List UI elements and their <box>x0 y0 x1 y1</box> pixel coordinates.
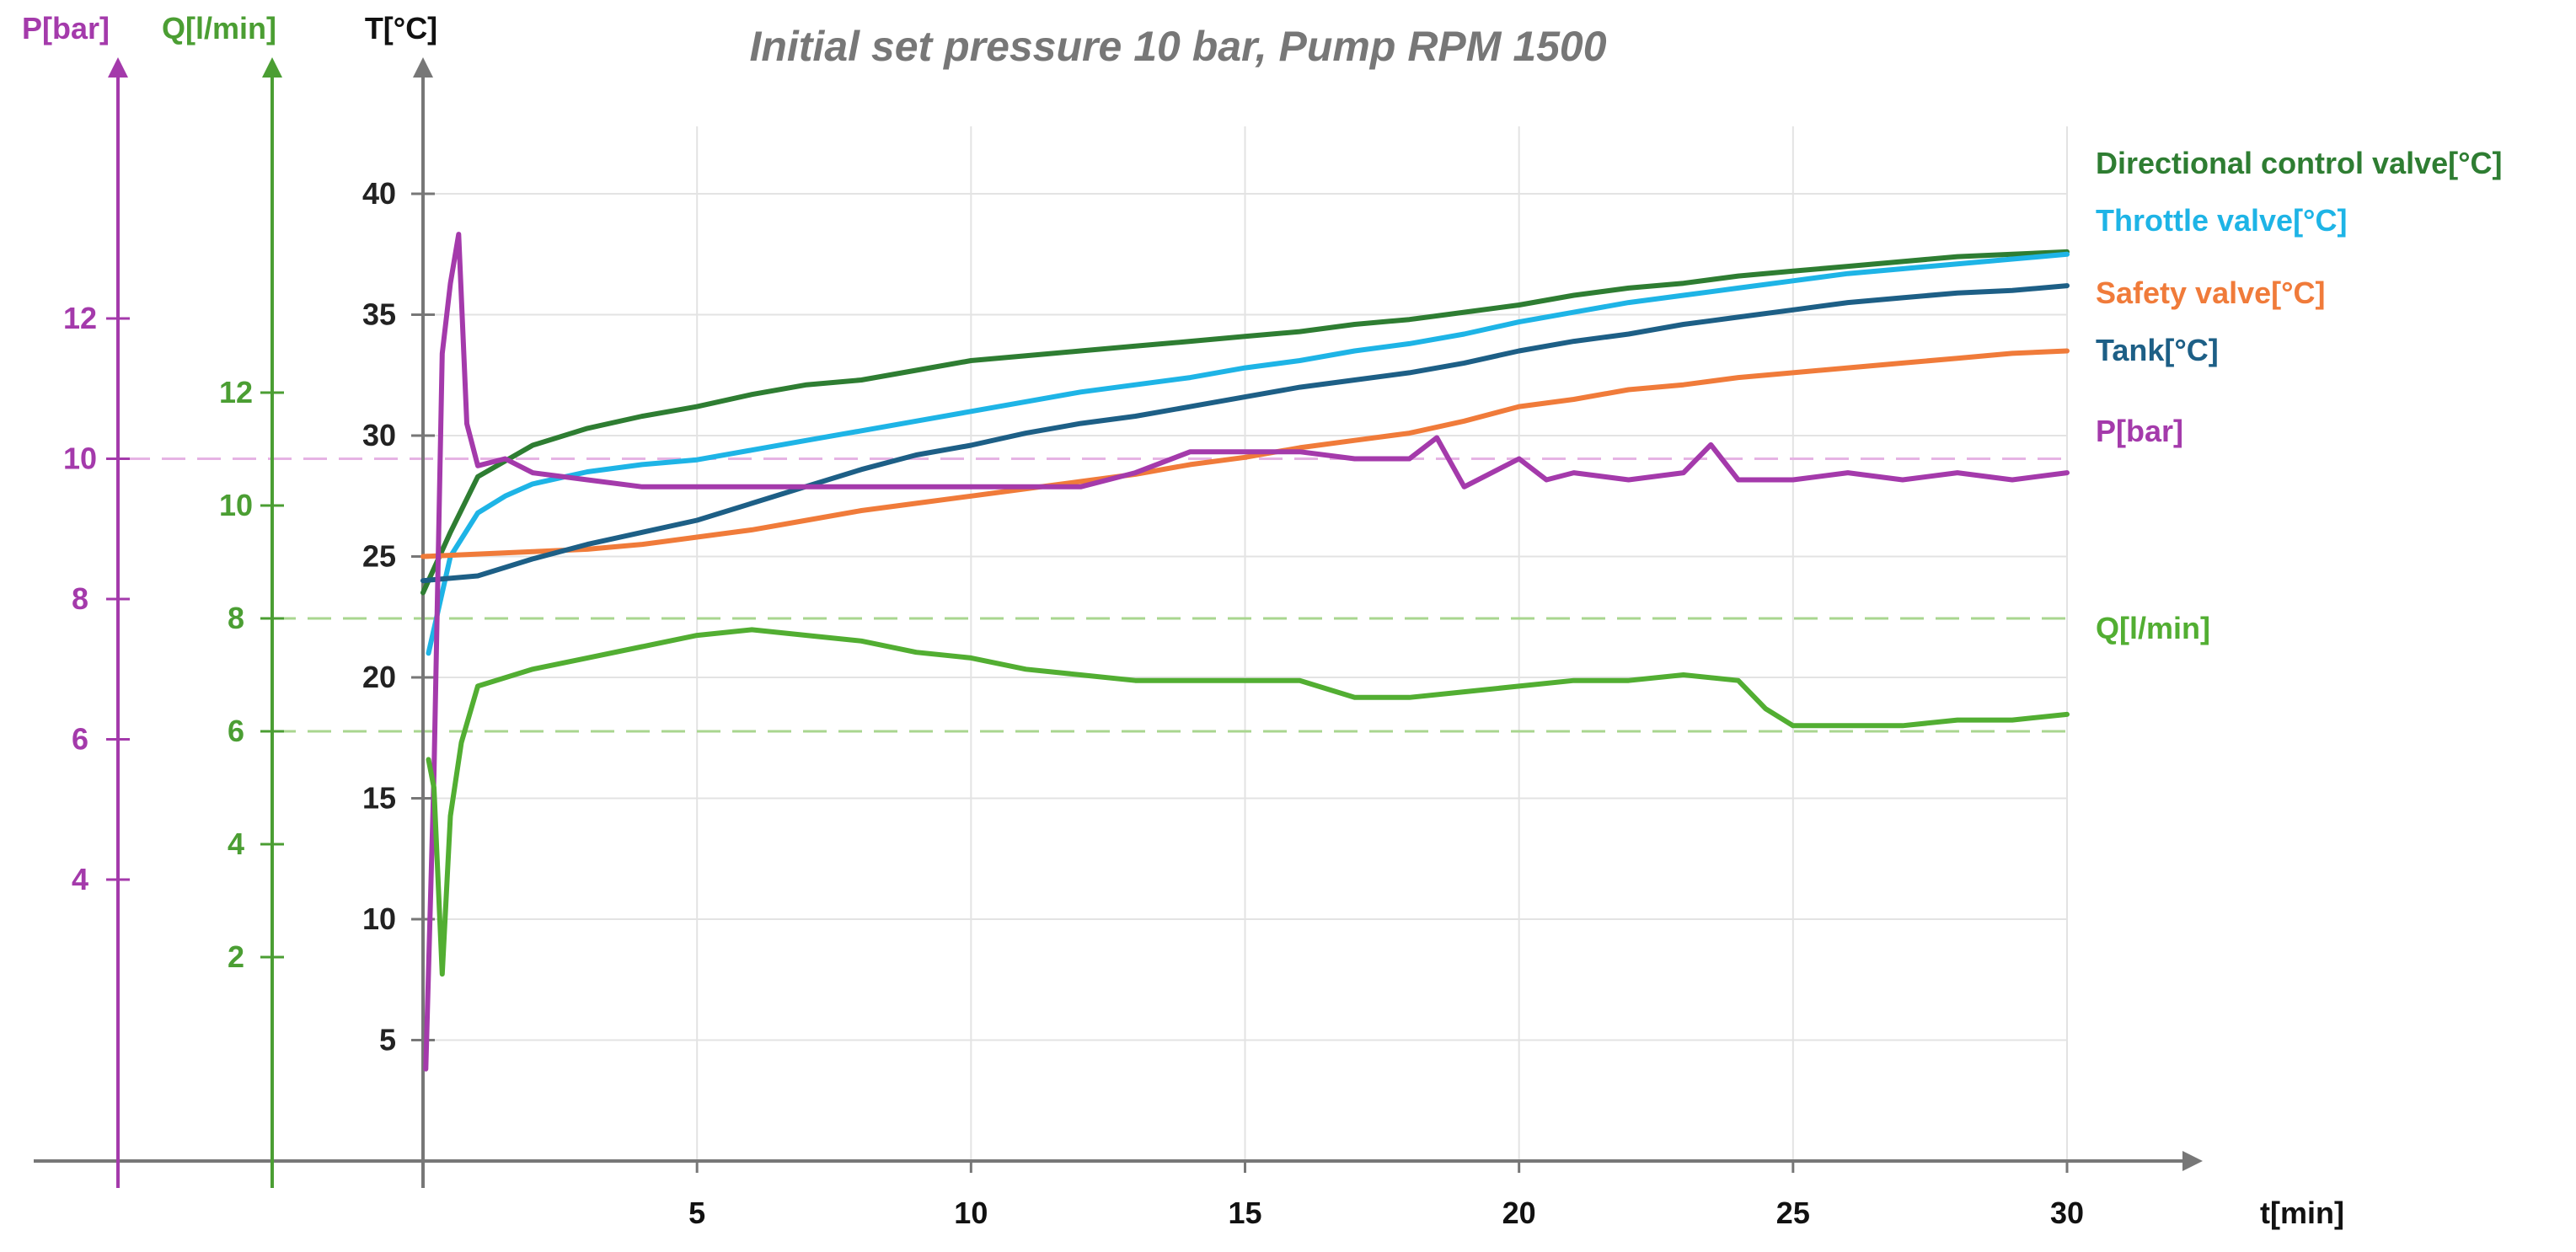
legend-entry-3: Tank[°C] <box>2096 333 2219 367</box>
q-tick-label-6: 6 <box>228 714 244 748</box>
p-tick-label-12: 12 <box>63 301 97 335</box>
grid <box>423 126 2068 1161</box>
x-tick-label-10: 10 <box>954 1196 988 1230</box>
p-tick-label-10: 10 <box>63 441 97 476</box>
legend-entry-1: Throttle valve[°C] <box>2096 203 2347 238</box>
p-tick-label-4: 4 <box>72 862 88 896</box>
q-tick-label-10: 10 <box>219 488 253 522</box>
t-tick-label-5: 5 <box>379 1023 396 1057</box>
series-line-5 <box>426 627 2070 977</box>
series-line-1 <box>426 251 2070 656</box>
t-tick-label-40: 40 <box>362 176 396 211</box>
legend: Directional control valve[°C] Throttle va… <box>2096 146 2503 645</box>
t-tick-label-20: 20 <box>362 660 396 694</box>
t-tick-label-35: 35 <box>362 297 396 332</box>
t-tick-label-10: 10 <box>362 902 396 936</box>
legend-entry-4: P[bar] <box>2096 414 2183 448</box>
t-axis-title: T[°C] <box>365 11 437 45</box>
legend-entry-5: Q[l/min] <box>2096 611 2210 645</box>
series-group <box>420 232 2070 1072</box>
series-line-0 <box>420 249 2070 596</box>
x-axis-title: t[min] <box>2260 1196 2344 1230</box>
q-tick-label-2: 2 <box>228 939 244 974</box>
t-tick-label-25: 25 <box>362 539 396 574</box>
axes: 5 10 15 20 25 30 t[min] 5 10 15 20 25 30 35 40 T[°C] 2 4 6… <box>22 11 2344 1230</box>
series-line-4 <box>423 232 2070 1072</box>
x-tick-label-25: 25 <box>1776 1196 1810 1230</box>
q-tick-label-8: 8 <box>228 601 244 635</box>
reference-lines <box>126 457 2067 733</box>
chart-title: Initial set pressure 10 bar, Pump RPM 15… <box>749 23 1606 70</box>
x-tick-label-15: 15 <box>1228 1196 1261 1230</box>
legend-entry-2: Safety valve[°C] <box>2096 276 2326 310</box>
p-tick-label-6: 6 <box>72 722 88 757</box>
legend-entry-0: Directional control valve[°C] <box>2096 146 2503 180</box>
x-tick-label-30: 30 <box>2050 1196 2084 1230</box>
t-tick-label-30: 30 <box>362 418 396 452</box>
q-axis-title: Q[l/min] <box>162 11 276 45</box>
t-tick-label-15: 15 <box>362 781 396 816</box>
q-tick-label-4: 4 <box>228 827 244 861</box>
p-axis-title: P[bar] <box>22 11 110 45</box>
p-tick-label-8: 8 <box>72 581 88 616</box>
x-tick-label-20: 20 <box>1502 1196 1536 1230</box>
q-tick-label-12: 12 <box>219 375 253 409</box>
x-tick-label-5: 5 <box>688 1196 705 1230</box>
series-line-3 <box>420 283 2070 584</box>
series-line-2 <box>420 348 2070 559</box>
